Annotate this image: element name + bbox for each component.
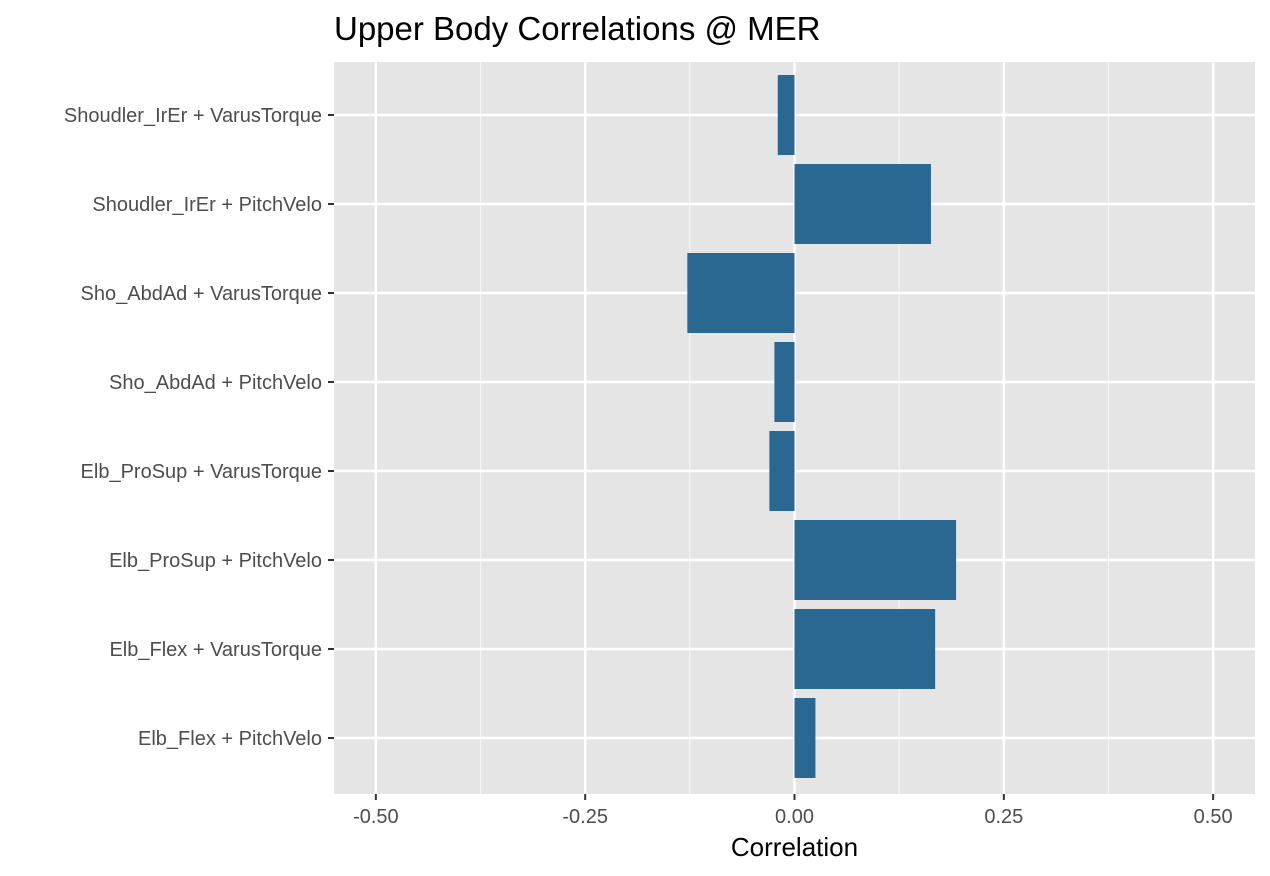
x-axis-label: Correlation — [731, 832, 858, 862]
bar — [769, 431, 795, 511]
x-tick-label: -0.50 — [353, 806, 399, 828]
y-axis-ticks: Shoudler_IrEr + VarusTorque Shoudler_IrEr… — [64, 105, 334, 750]
bars — [687, 75, 957, 778]
bar — [777, 75, 795, 155]
x-tick-label: -0.25 — [562, 806, 608, 828]
bar — [794, 164, 931, 244]
y-tick-label: Elb_ProSup + VarusTorque — [81, 461, 322, 483]
y-tick-label: Elb_Flex + VarusTorque — [109, 639, 322, 661]
bar — [794, 698, 816, 778]
bar — [774, 342, 795, 422]
y-tick-label: Sho_AbdAd + PitchVelo — [109, 372, 322, 394]
bar — [687, 253, 795, 333]
y-tick-label: Sho_AbdAd + VarusTorque — [81, 283, 322, 305]
bar — [794, 520, 957, 600]
y-tick-label: Elb_Flex + PitchVelo — [138, 728, 322, 750]
y-tick-label: Shoudler_IrEr + PitchVelo — [92, 194, 322, 216]
x-tick-label: 0.50 — [1194, 806, 1233, 828]
chart-title: Upper Body Correlations @ MER — [334, 10, 821, 47]
x-tick-label: 0.25 — [984, 806, 1023, 828]
x-axis-ticks: -0.50 -0.25 0.00 0.25 0.50 — [353, 794, 1233, 828]
x-tick-label: 0.00 — [775, 806, 814, 828]
y-tick-label: Elb_ProSup + PitchVelo — [109, 550, 322, 572]
y-tick-label: Shoudler_IrEr + VarusTorque — [64, 105, 322, 127]
bar — [794, 609, 936, 689]
